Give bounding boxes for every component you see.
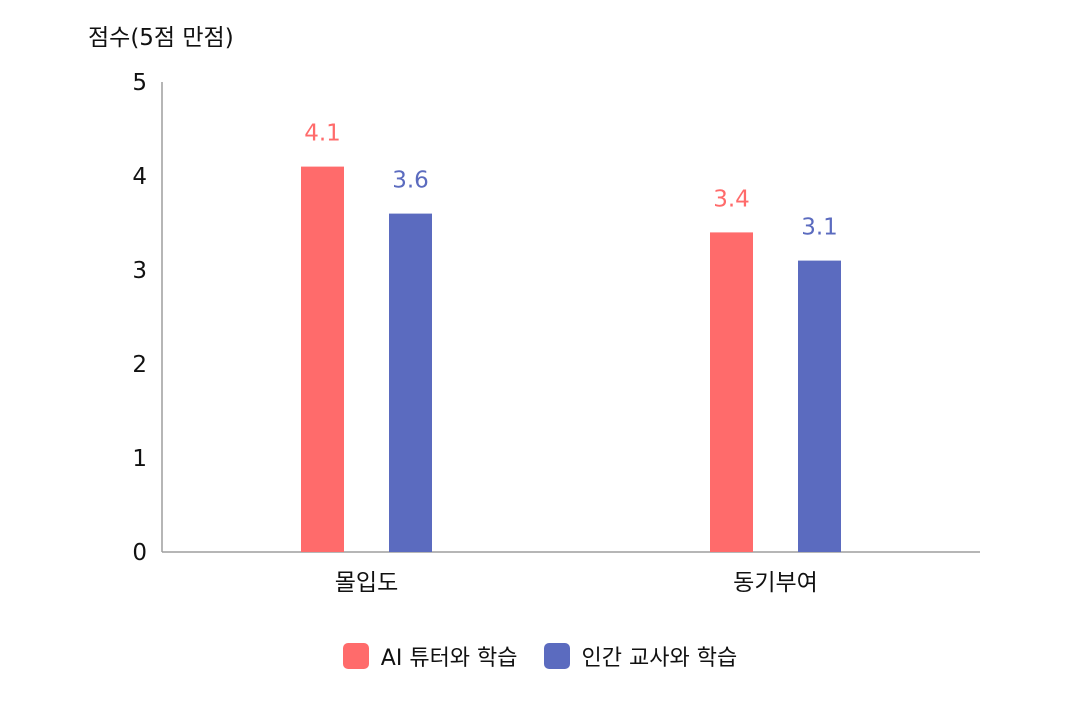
legend-swatch-human-teacher bbox=[543, 643, 570, 669]
x-tick-label: 동기부여 bbox=[733, 570, 818, 596]
bar-value-label: 3.6 bbox=[392, 168, 429, 194]
legend-label-human-teacher: 인간 교사와 학습 bbox=[581, 646, 738, 671]
y-tick-label: 2 bbox=[132, 352, 147, 378]
y-tick-label: 5 bbox=[132, 70, 147, 96]
y-tick-label: 1 bbox=[132, 446, 147, 472]
y-tick-label: 0 bbox=[132, 540, 147, 566]
bar-value-label: 3.1 bbox=[801, 215, 838, 241]
legend-swatch-ai-tutor bbox=[342, 643, 369, 669]
x-tick-label: 몰입도 bbox=[335, 570, 398, 596]
bar-value-label: 4.1 bbox=[304, 121, 341, 147]
legend-item-ai-tutor: AI 튜터와 학습 bbox=[342, 640, 518, 672]
bar bbox=[798, 260, 841, 552]
bar bbox=[389, 213, 432, 552]
y-tick-labels: 0 1 2 3 4 5 bbox=[132, 70, 147, 566]
legend: AI 튜터와 학습 인간 교사와 학습 bbox=[0, 640, 1080, 672]
y-axis-label: 점수(5점 만점) bbox=[88, 25, 234, 51]
bars bbox=[301, 166, 841, 552]
bar bbox=[710, 232, 753, 552]
bar bbox=[301, 166, 344, 552]
y-tick-label: 3 bbox=[132, 258, 147, 284]
y-tick-label: 4 bbox=[132, 164, 147, 190]
legend-item-human-teacher: 인간 교사와 학습 bbox=[543, 640, 738, 672]
bar-value-label: 3.4 bbox=[713, 186, 750, 212]
legend-label-ai-tutor: AI 튜터와 학습 bbox=[380, 646, 518, 671]
bar-value-labels: 4.1 3.6 3.4 3.1 bbox=[304, 121, 838, 241]
x-tick-labels: 몰입도 동기부여 bbox=[335, 570, 818, 596]
